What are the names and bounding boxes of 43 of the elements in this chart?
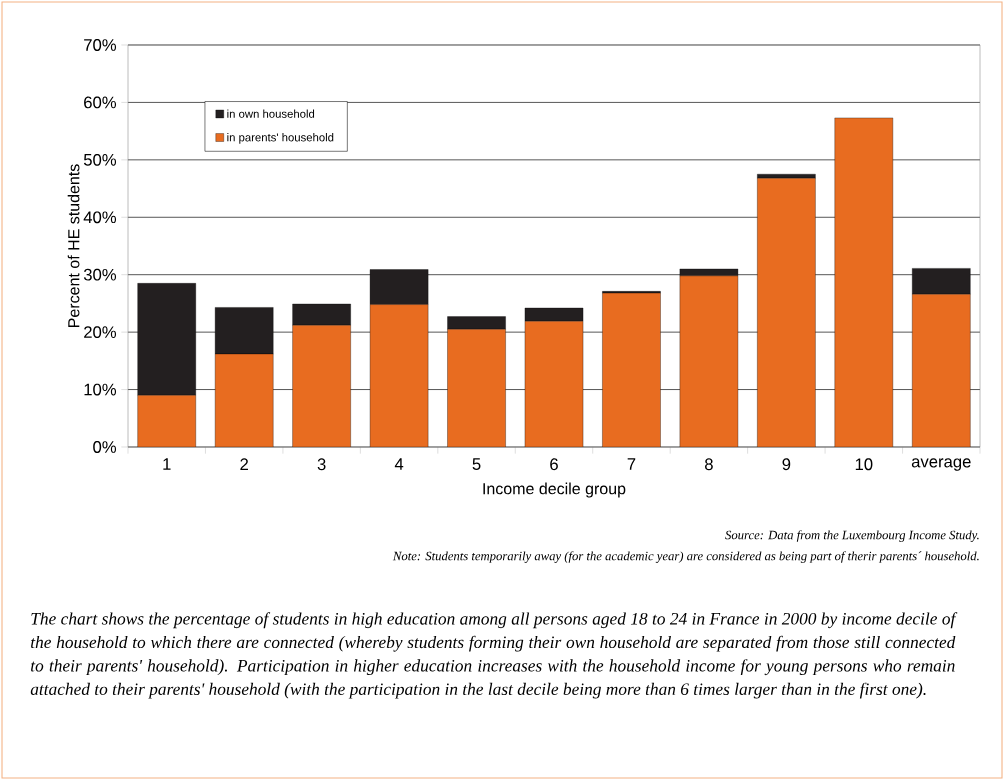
y-tick-label: 0% (93, 441, 117, 453)
y-tick-label: 20% (84, 326, 117, 339)
legend-label: in parents' household (227, 133, 334, 144)
source-note: Source: Data from the Luxembourg Income Study. (725, 530, 979, 542)
x-tick-label: 6 (550, 458, 558, 471)
x-tick-label: 10 (855, 458, 873, 471)
y-axis-title: Percent of HE students (67, 164, 80, 327)
x-tick-label: 2 (240, 458, 248, 470)
y-tick-label: 60% (84, 96, 117, 109)
bar (137, 395, 196, 447)
bar (834, 117, 894, 447)
text: The chart shows the percentage of students in high education among all persons aged 18 to 24 in France in 2000 by income decile of the household to which there are connected (whereby students forming their own household are separated from those still connected to their parents' household). Participation in higher education increases with the household income for young persons who remain attached to their parents' household (with the participation in the last decile being more than 6 times larger than in the first one). (30, 612, 958, 699)
x-tick-label: 3 (317, 458, 326, 471)
bar (679, 275, 739, 447)
bar (602, 292, 661, 447)
x-axis-title: Income decile group (483, 482, 626, 498)
text: Note: Students temporarily away (for the academic year) are considered as being part of therir parents´ household. (392, 551, 979, 563)
x-tick-label: 7 (627, 458, 636, 470)
bar (524, 307, 584, 322)
x-tick-label: 5 (472, 458, 481, 470)
y-tick-label: 50% (83, 153, 117, 166)
y-tick-label: 40% (83, 211, 117, 224)
bar (214, 353, 274, 447)
bar (214, 307, 274, 355)
bar (369, 269, 429, 305)
bar (447, 329, 506, 447)
x-tick-label: 8 (705, 458, 713, 471)
bar (292, 303, 351, 326)
x-tick-label: average (911, 458, 971, 471)
bar (757, 174, 816, 179)
bar (912, 294, 971, 447)
x-tick-label: 4 (394, 458, 404, 470)
bar (369, 304, 429, 447)
y-tick-label: 10% (84, 383, 117, 396)
bar (292, 325, 351, 447)
x-tick-label: 1 (163, 458, 171, 470)
legend-label: in own household (227, 109, 315, 118)
bar (524, 321, 584, 447)
y-tick-label: 70% (84, 39, 117, 51)
y-tick-label: 30% (83, 268, 117, 281)
x-tick-label: 9 (782, 458, 791, 471)
bar (757, 178, 816, 447)
bar (447, 316, 506, 330)
